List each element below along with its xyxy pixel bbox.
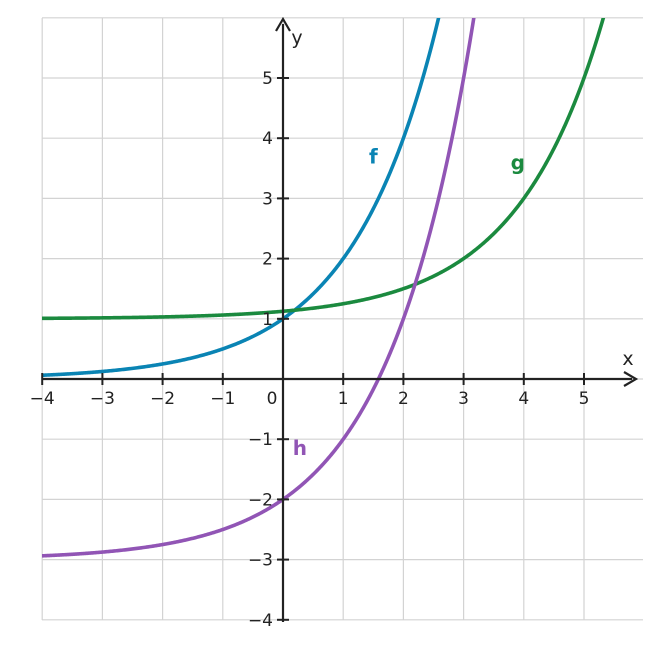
x-tick-label: 0	[267, 389, 278, 409]
x-tick-label: −1	[210, 389, 235, 409]
x-tick-label: 3	[458, 389, 469, 409]
curve-label-g: g	[511, 150, 525, 174]
y-tick-label: 2	[262, 250, 273, 270]
x-tick-label: 1	[338, 389, 349, 409]
y-tick-label: −1	[248, 430, 273, 450]
x-tick-label: 4	[518, 389, 529, 409]
curve-f	[42, 18, 441, 378]
axes	[42, 16, 639, 622]
labels: x y f g h	[291, 27, 633, 460]
curve-label-h: h	[293, 436, 307, 460]
y-tick-label: 3	[262, 189, 273, 209]
x-tick-label: −4	[30, 389, 55, 409]
y-tick-label: −3	[248, 551, 273, 571]
y-tick-label: −2	[248, 490, 273, 510]
x-axis-arrow-icon	[623, 371, 639, 387]
curve-g	[42, 18, 606, 321]
y-axis-arrow-icon	[275, 16, 291, 32]
x-axis-label: x	[622, 348, 633, 370]
y-tick-label: 5	[262, 69, 273, 89]
x-tick-label: −2	[150, 389, 175, 409]
curve-h	[42, 18, 476, 558]
y-tick-label: 4	[262, 129, 273, 149]
y-axis-label: y	[291, 27, 302, 49]
y-tick-label: 1	[262, 310, 273, 330]
x-tick-label: −3	[90, 389, 115, 409]
curve-label-f: f	[369, 144, 378, 168]
x-tick-label: 2	[398, 389, 409, 409]
x-tick-label: 5	[579, 389, 590, 409]
y-tick-label: −4	[248, 611, 273, 631]
curves	[42, 18, 606, 558]
ticks: −4 −3 −2 −1 0 1 2 3 4 5 −4 −3 −2 −1 1 2 3 4 5	[30, 69, 590, 631]
